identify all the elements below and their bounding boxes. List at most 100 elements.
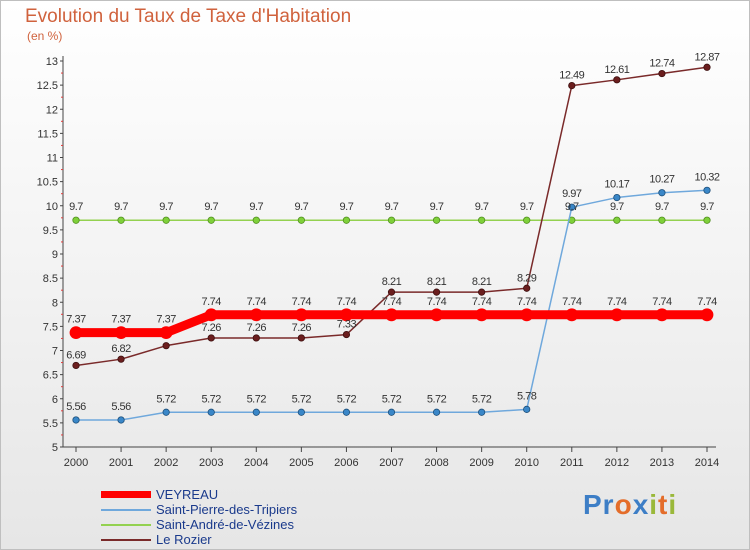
data-label: 5.78	[517, 390, 537, 402]
data-point	[703, 186, 711, 194]
y-tick-label: 5.5	[43, 418, 58, 430]
x-tick-label: 2005	[289, 457, 313, 469]
data-label: 12.74	[649, 58, 674, 70]
data-label: 7.37	[66, 314, 86, 326]
data-label: 9.7	[340, 201, 354, 213]
data-point	[72, 416, 80, 424]
legend-item-le-rozier: Le Rozier	[101, 532, 361, 547]
data-point	[162, 408, 170, 416]
data-point	[340, 308, 353, 322]
x-tick-label: 2012	[605, 457, 629, 469]
data-point	[342, 216, 351, 224]
data-label: 6.69	[66, 349, 86, 361]
proxiti-logo: Proxiti	[583, 489, 677, 521]
data-point	[387, 288, 396, 296]
y-unit-label: (en %)	[27, 29, 63, 43]
data-point	[159, 326, 173, 340]
x-tick-label: 2003	[199, 457, 223, 469]
y-tick-label: 12.5	[37, 80, 58, 92]
y-tick-label: 8	[52, 297, 58, 309]
legend-swatch-saint-andre	[101, 524, 151, 526]
data-point	[297, 408, 305, 416]
data-label: 5.72	[247, 393, 267, 405]
y-tick-label: 12	[46, 104, 58, 116]
data-label: 9.7	[475, 201, 489, 213]
data-label: 9.7	[204, 201, 218, 213]
data-label: 9.7	[520, 201, 534, 213]
data-point	[204, 308, 218, 322]
logo-part: x	[632, 489, 650, 520]
y-tick-label: 6	[52, 394, 58, 406]
data-label: 10.27	[649, 174, 674, 186]
data-label: 7.74	[562, 296, 582, 308]
data-point	[385, 308, 398, 322]
data-label: 5.72	[427, 393, 447, 405]
data-label: 5.72	[202, 393, 222, 405]
data-label: 9.7	[249, 201, 263, 213]
data-point	[294, 308, 308, 322]
data-label: 10.17	[604, 179, 629, 191]
data-label: 7.74	[427, 296, 447, 308]
x-tick-label: 2013	[650, 457, 674, 469]
legend-label-veyreau: VEYREAU	[156, 487, 219, 502]
y-tick-label: 11.5	[37, 128, 58, 140]
data-label: 5.56	[66, 401, 86, 413]
data-label: 9.7	[610, 201, 624, 213]
data-point	[430, 308, 443, 322]
data-point	[658, 216, 666, 224]
data-point	[117, 416, 125, 424]
logo-part: i	[649, 489, 659, 520]
legend-item-saint-andre: Saint-André-de-Vézines	[101, 517, 361, 532]
data-label: 9.7	[69, 201, 83, 213]
data-point	[523, 405, 531, 413]
data-point	[655, 308, 669, 322]
data-point	[613, 216, 621, 224]
data-label: 8.29	[517, 272, 537, 284]
x-tick-label: 2002	[154, 457, 178, 469]
y-tick-label: 9	[52, 249, 58, 261]
data-point	[297, 334, 305, 342]
data-label: 8.21	[427, 276, 447, 288]
data-label: 7.74	[607, 296, 627, 308]
data-label: 8.21	[472, 276, 492, 288]
y-tick-label: 8.5	[43, 273, 58, 285]
data-point	[387, 408, 396, 416]
x-tick-label: 2014	[695, 457, 719, 469]
y-tick-label: 11	[47, 153, 58, 165]
data-point	[207, 408, 215, 416]
x-tick-label: 2009	[469, 457, 493, 469]
data-point	[432, 216, 441, 224]
data-label: 7.37	[156, 314, 176, 326]
data-point	[162, 216, 170, 224]
data-point	[613, 76, 621, 84]
data-point	[610, 308, 624, 322]
data-label: 9.97	[562, 188, 582, 200]
data-label: 9.7	[655, 201, 669, 213]
data-label: 5.72	[472, 393, 492, 405]
legend-swatch-le-rozier	[101, 539, 151, 541]
data-point	[523, 284, 531, 292]
data-point	[252, 216, 260, 224]
data-point	[207, 334, 215, 342]
legend-label-saint-andre: Saint-André-de-Vézines	[156, 517, 295, 532]
y-tick-label: 10.5	[37, 177, 58, 189]
data-label: 5.72	[156, 393, 176, 405]
data-label: 5.72	[292, 393, 312, 405]
logo-part: Pr	[583, 489, 615, 520]
legend-swatch-veyreau	[101, 491, 151, 498]
data-point	[568, 82, 576, 90]
y-tick-label: 10	[46, 201, 58, 213]
data-label: 8.21	[382, 276, 402, 288]
y-tick-label: 7.5	[43, 321, 58, 333]
data-label: 7.74	[517, 296, 537, 308]
logo-part: o	[614, 489, 633, 520]
legend-swatch-saint-pierre	[101, 509, 151, 511]
data-point	[658, 69, 666, 78]
data-label: 7.33	[337, 319, 357, 331]
data-label: 9.7	[114, 201, 128, 213]
x-tick-label: 2001	[109, 457, 133, 469]
data-label: 7.26	[292, 322, 312, 334]
x-tick-label: 2007	[379, 457, 403, 469]
logo-part: i	[668, 489, 678, 520]
